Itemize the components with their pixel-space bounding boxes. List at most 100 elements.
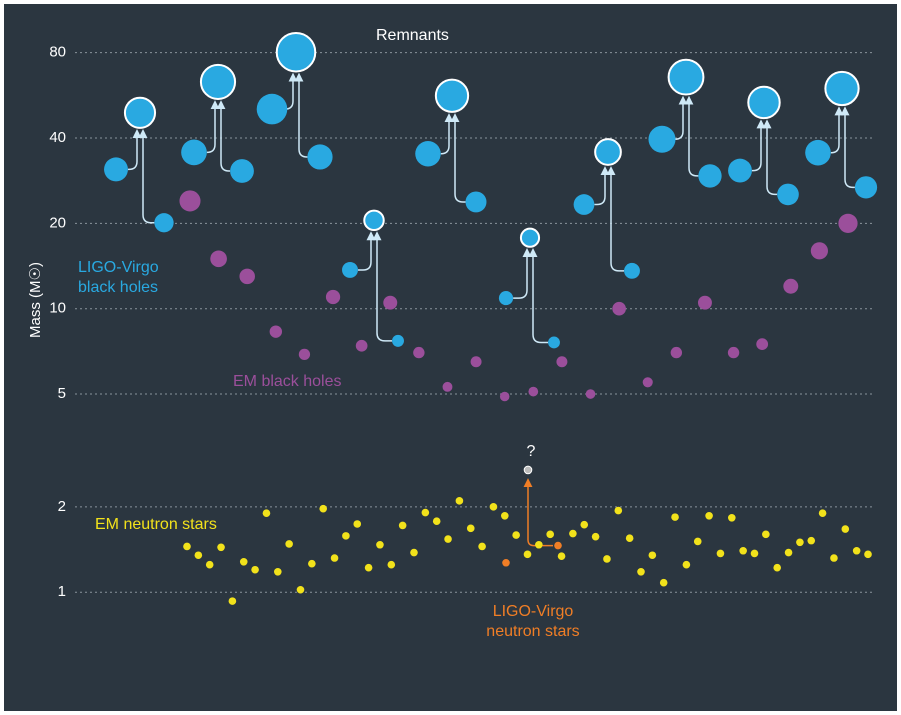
y-tick-label: 5 [58, 385, 66, 402]
em-neutron-star [308, 559, 316, 568]
em-neutron-star [716, 549, 725, 558]
series-label: EM black holes [233, 373, 342, 390]
ligo-black-hole [648, 125, 676, 153]
em-black-hole [783, 278, 799, 294]
em-black-hole [239, 268, 255, 285]
y-axis-label: Mass (M☉) [27, 262, 44, 338]
em-neutron-star [251, 565, 259, 574]
merger-arrow [762, 119, 778, 196]
em-neutron-star [523, 550, 532, 559]
em-neutron-star [398, 521, 407, 530]
em-neutron-star [421, 508, 430, 517]
em-neutron-star [217, 543, 225, 552]
em-neutron-star [693, 537, 702, 546]
ligo-black-hole [230, 159, 254, 183]
em-black-hole [585, 389, 596, 399]
em-neutron-star [625, 534, 634, 543]
em-black-hole [470, 356, 482, 368]
em-neutron-star [637, 568, 645, 576]
em-neutron-star [659, 578, 668, 587]
merger-arrow [513, 247, 532, 299]
em-neutron-star [852, 546, 861, 555]
ligo-black-hole [548, 336, 560, 349]
merger-arrow [830, 106, 844, 154]
series-label: LIGO-Virgo black holes [78, 259, 159, 296]
merger-arrow [528, 247, 549, 344]
merger-arrow [372, 231, 393, 342]
em-neutron-star [591, 532, 600, 541]
em-neutron-star [864, 550, 872, 559]
y-tick-label: 10 [49, 300, 66, 317]
em-neutron-star [319, 504, 328, 513]
ligo-black-hole [154, 213, 174, 233]
em-neutron-star [535, 540, 543, 549]
merger-arrow [840, 106, 855, 189]
em-neutron-star [296, 585, 305, 594]
ligo-black-hole [181, 139, 207, 166]
ligo-black-hole [465, 191, 487, 213]
remnant [824, 70, 860, 107]
em-neutron-star [648, 551, 657, 560]
em-neutron-star [387, 560, 396, 569]
em-black-hole [210, 250, 227, 268]
em-neutron-star [274, 568, 282, 576]
y-tick-label: 80 [49, 44, 66, 61]
ligo-black-hole [498, 290, 514, 306]
em-neutron-star [580, 520, 589, 529]
em-neutron-star [432, 517, 441, 525]
em-neutron-star [671, 513, 679, 521]
em-black-hole [670, 346, 683, 359]
em-neutron-star [739, 546, 747, 555]
em-black-hole [499, 391, 510, 402]
em-neutron-star [773, 563, 781, 572]
ligo-black-hole [624, 262, 640, 279]
em-black-hole [298, 348, 311, 361]
em-neutron-star [557, 552, 566, 560]
em-black-hole [810, 242, 828, 260]
em-neutron-star [796, 538, 804, 547]
em-neutron-star [807, 536, 816, 545]
em-black-hole [383, 295, 398, 310]
em-neutron-star [569, 529, 577, 538]
em-neutron-star [512, 531, 520, 539]
ligo-black-hole [573, 194, 595, 215]
em-neutron-star [183, 542, 191, 551]
ligo-black-hole [415, 141, 441, 167]
y-tick-label: 1 [58, 583, 66, 600]
em-neutron-star [376, 540, 384, 549]
em-neutron-star [330, 554, 339, 562]
em-neutron-star [478, 542, 486, 551]
em-neutron-star [501, 511, 509, 520]
em-neutron-star [410, 548, 418, 557]
merger-arrow [206, 100, 220, 154]
em-neutron-star [728, 513, 736, 522]
merger-arrow [294, 72, 308, 158]
ligo-neutron-star [554, 541, 562, 550]
ligo-black-hole [392, 334, 404, 347]
em-neutron-star [762, 530, 770, 539]
em-black-hole [269, 325, 283, 338]
em-black-hole [697, 295, 712, 310]
ligo-black-hole [698, 164, 722, 188]
ns-merger-arrow [523, 478, 553, 547]
em-black-hole [642, 377, 653, 388]
em-black-hole [727, 346, 740, 359]
em-neutron-star [228, 597, 237, 605]
em-black-hole [838, 213, 858, 233]
merger-arrow [606, 166, 625, 272]
em-black-hole [179, 190, 201, 212]
em-neutron-star [750, 549, 759, 558]
em-neutron-star [466, 524, 475, 533]
merger-arrow [216, 100, 231, 172]
em-black-hole [355, 339, 368, 352]
remnant [123, 96, 157, 129]
remnant [199, 63, 237, 100]
em-neutron-star [841, 525, 850, 533]
em-neutron-star [489, 503, 498, 511]
remnant [594, 138, 622, 166]
em-black-hole [756, 338, 769, 351]
ligo-black-hole [307, 144, 333, 170]
merger-arrow [450, 113, 466, 203]
